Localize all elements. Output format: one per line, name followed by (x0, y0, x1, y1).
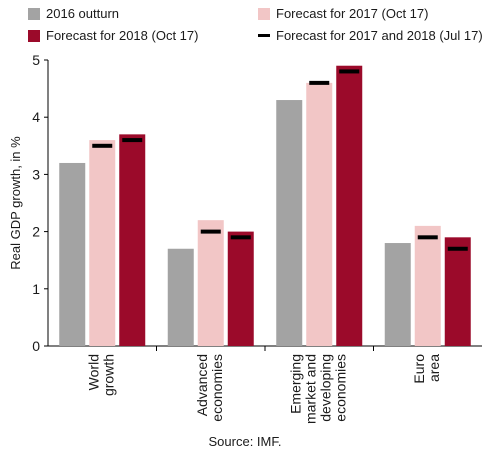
x-tick-label: Emerging (287, 354, 303, 414)
legend-label-2017: Forecast for 2017 (Oct 17) (276, 6, 429, 21)
jul17-marker (417, 235, 438, 240)
x-tick-label: economies (332, 354, 348, 422)
x-tick-label: market and (302, 354, 318, 424)
legend-item-2016: 2016 outturn (28, 6, 119, 21)
y-axis-label: Real GDP growth, in % (8, 136, 23, 270)
jul17-marker (92, 143, 113, 148)
bar (306, 82, 333, 346)
y-tick-label: 0 (32, 338, 40, 354)
x-tick-label: growth (100, 354, 116, 396)
legend: 2016 outturn Forecast for 2017 (Oct 17) … (0, 0, 490, 50)
bar (414, 225, 441, 346)
bar (119, 134, 146, 346)
bar (59, 162, 86, 346)
jul17-marker (339, 69, 360, 74)
bar (336, 65, 363, 346)
jul17-marker (447, 246, 468, 251)
x-tick-label: developing (317, 354, 333, 422)
jul17-marker (230, 235, 251, 240)
bar (89, 140, 116, 346)
legend-item-jul17: Forecast for 2017 and 2018 (Jul 17) (258, 28, 483, 43)
legend-item-2018: Forecast for 2018 (Oct 17) (28, 28, 198, 43)
x-tick-label: economies (209, 354, 225, 422)
legend-swatch-2017 (258, 7, 270, 20)
bar (227, 231, 254, 346)
source-note: Source: IMF. (208, 434, 282, 449)
legend-label-2016: 2016 outturn (46, 6, 120, 21)
legend-item-2017: Forecast for 2017 (Oct 17) (258, 6, 428, 21)
legend-label-jul17: Forecast for 2017 and 2018 (Jul 17) (276, 28, 483, 43)
legend-dash-jul17 (258, 34, 270, 37)
bar (384, 243, 411, 346)
jul17-marker (200, 229, 221, 234)
y-tick-label: 3 (32, 166, 40, 182)
legend-swatch-2016 (28, 7, 40, 20)
y-tick-label: 4 (32, 109, 40, 125)
jul17-marker (122, 138, 143, 143)
y-tick-label: 1 (32, 281, 40, 297)
jul17-marker (309, 80, 330, 85)
x-tick-label: World (85, 354, 101, 390)
x-tick-label: Euro (411, 354, 427, 384)
bar (444, 237, 471, 346)
bar (197, 220, 224, 346)
y-tick-label: 5 (32, 52, 40, 68)
x-tick-label: area (426, 354, 442, 382)
legend-label-2018: Forecast for 2018 (Oct 17) (46, 28, 199, 43)
x-tick-label: Advanced (194, 354, 210, 416)
bar (167, 248, 194, 346)
y-tick-label: 2 (32, 224, 40, 240)
bar (276, 100, 303, 346)
legend-swatch-2018 (28, 29, 40, 42)
